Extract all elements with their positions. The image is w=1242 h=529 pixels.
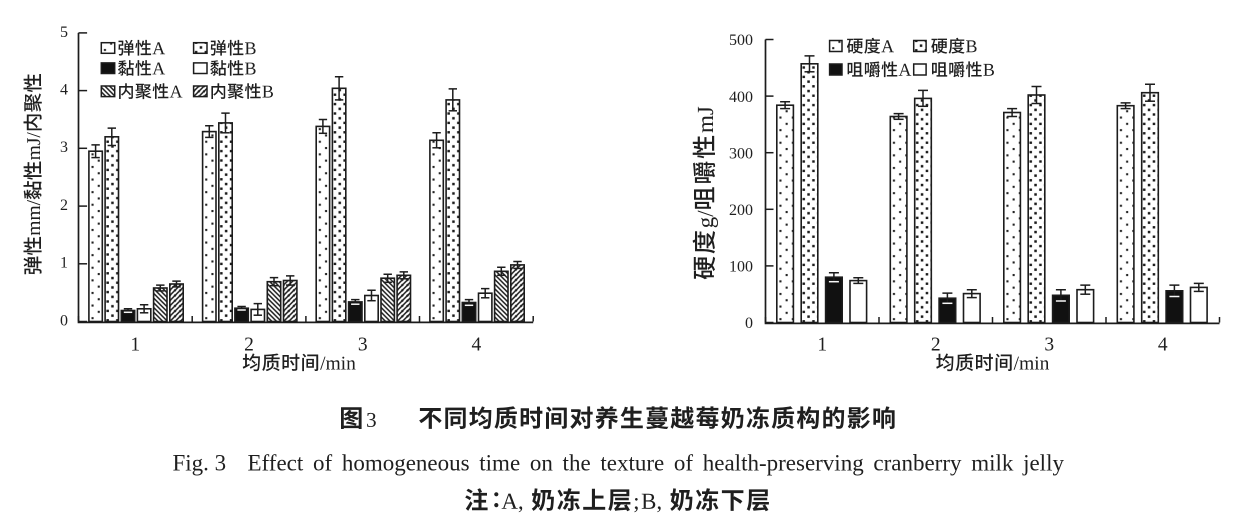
svg-text:3: 3 xyxy=(358,335,368,356)
svg-text:1: 1 xyxy=(130,335,140,356)
svg-text:1: 1 xyxy=(60,255,68,272)
svg-text:4: 4 xyxy=(1158,335,1168,356)
svg-text:2: 2 xyxy=(244,335,254,356)
svg-text:Effect of homogeneous time on: Effect of homogeneous time on the textur… xyxy=(248,451,1065,476)
svg-text:3: 3 xyxy=(1044,335,1054,356)
svg-text:300: 300 xyxy=(729,145,753,162)
svg-text:2: 2 xyxy=(60,197,68,214)
svg-text:100: 100 xyxy=(729,259,753,276)
svg-text:3: 3 xyxy=(60,139,68,156)
svg-text:0: 0 xyxy=(745,315,753,332)
svg-text:5: 5 xyxy=(60,24,68,41)
svg-text:400: 400 xyxy=(729,89,753,106)
svg-text:0: 0 xyxy=(60,312,68,329)
svg-text:500: 500 xyxy=(729,32,753,49)
svg-text:4: 4 xyxy=(60,82,68,99)
svg-text:200: 200 xyxy=(729,202,753,219)
svg-text:2: 2 xyxy=(931,335,941,356)
svg-text:Fig. 3: Fig. 3 xyxy=(173,451,227,476)
svg-text:1: 1 xyxy=(817,335,827,356)
svg-text:4: 4 xyxy=(472,335,482,356)
